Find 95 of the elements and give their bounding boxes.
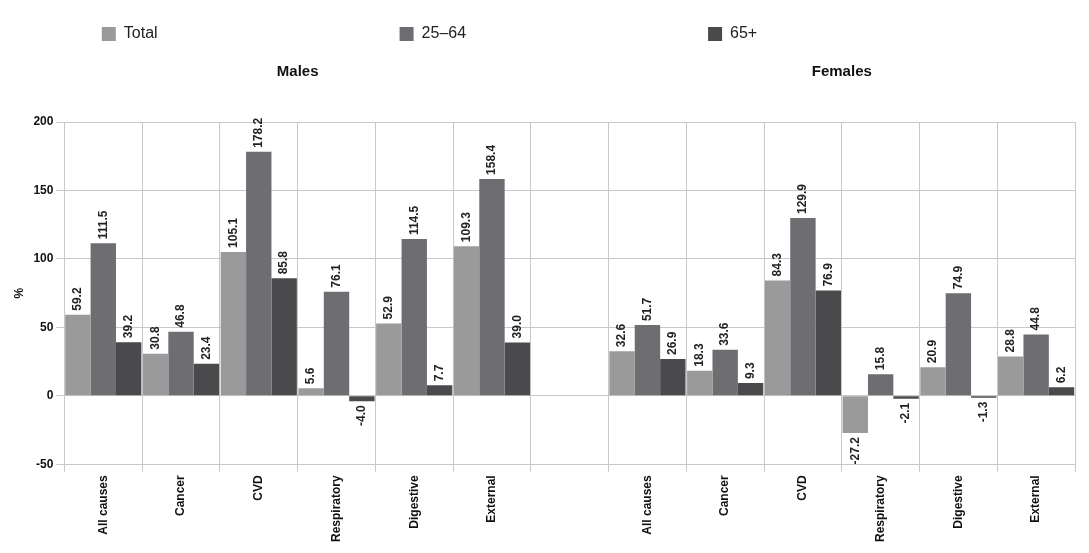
bar — [426, 385, 453, 396]
text: 178.2 — [251, 117, 266, 148]
y-tick-label: 100 — [33, 251, 54, 266]
bar — [504, 342, 531, 396]
text: Males — [276, 62, 319, 80]
bar — [323, 291, 350, 396]
text: 28.8 — [1003, 329, 1018, 353]
bar — [998, 356, 1024, 396]
legend-label: Total — [123, 24, 382, 42]
bar — [712, 349, 738, 396]
bar — [479, 178, 505, 396]
text: Females — [811, 62, 872, 80]
text: 33.6 — [717, 322, 732, 346]
text: 15.8 — [872, 346, 887, 371]
x-tick-label: CVD — [251, 474, 266, 501]
text: -1.3 — [976, 401, 991, 423]
x-tick-label: Cancer — [717, 474, 732, 516]
bar — [376, 323, 402, 396]
text: 46.8 — [173, 304, 188, 328]
text: 7.7 — [431, 364, 446, 382]
text: 59.2 — [70, 287, 85, 311]
bar — [764, 280, 791, 396]
bar — [349, 396, 375, 402]
text: 158.4 — [484, 144, 499, 175]
bar — [453, 246, 480, 396]
bar — [660, 359, 686, 396]
text: 105.1 — [225, 217, 240, 248]
text: 51.7 — [639, 297, 654, 322]
x-tick-label: Cancer — [173, 474, 188, 516]
x-tick-label: External — [1028, 475, 1043, 523]
x-tick-label: CVD — [795, 474, 810, 501]
y-tick-label: 0 — [46, 388, 54, 403]
text: 84.3 — [769, 253, 784, 277]
bar — [842, 396, 868, 434]
bar — [401, 239, 427, 396]
text: 9.3 — [742, 362, 757, 380]
bar — [867, 374, 894, 396]
x-tick-label: All causes — [95, 474, 110, 535]
bar — [193, 363, 220, 396]
bar — [920, 367, 946, 396]
text: 85.8 — [276, 251, 291, 275]
bar — [945, 293, 972, 396]
bar — [815, 290, 842, 396]
x-tick-label: Digestive — [950, 474, 965, 529]
y-tick-label: -50 — [36, 456, 54, 471]
y-tick-label: 150 — [33, 182, 54, 197]
bar — [687, 370, 713, 396]
text: -2.1 — [898, 402, 913, 424]
bar — [893, 396, 919, 399]
text: 5.6 — [303, 367, 318, 385]
text: 6.2 — [1053, 366, 1068, 384]
y-tick-label: 200 — [33, 114, 54, 129]
bar — [1023, 334, 1049, 396]
text: 26.9 — [665, 331, 680, 356]
text: -4.0 — [354, 405, 369, 427]
bar — [271, 278, 297, 396]
bar — [1048, 387, 1075, 396]
x-tick-label: All causes — [639, 474, 654, 535]
text: 76.1 — [328, 264, 343, 288]
bar — [142, 353, 169, 396]
legend-label: 65+ — [730, 24, 982, 42]
bar — [220, 251, 247, 396]
text: 18.3 — [692, 343, 707, 367]
x-tick-label: Respiratory — [872, 474, 887, 543]
legend-label: 25–64 — [421, 24, 691, 42]
x-tick-label: Respiratory — [328, 474, 343, 543]
x-tick-label: Digestive — [406, 474, 421, 529]
bar — [246, 151, 272, 396]
text: 109.3 — [458, 212, 473, 243]
text: 23.4 — [198, 336, 213, 360]
bar — [298, 388, 324, 396]
text: -27.2 — [847, 437, 862, 465]
bar — [634, 325, 661, 396]
text: 74.9 — [950, 265, 965, 290]
text: 39.2 — [121, 314, 135, 339]
bar — [115, 342, 142, 396]
text: 52.9 — [381, 296, 396, 320]
y-tick-label: 50 — [40, 319, 54, 334]
bar — [609, 351, 635, 396]
bar — [65, 314, 91, 396]
text: 32.6 — [614, 323, 629, 348]
text: 44.8 — [1028, 307, 1043, 331]
text: 114.5 — [406, 205, 421, 236]
bar — [737, 383, 764, 396]
y-axis-title: % — [11, 287, 26, 299]
bar — [90, 243, 116, 396]
text: 20.9 — [925, 339, 940, 364]
text: 30.8 — [147, 326, 162, 350]
text: 39.0 — [509, 315, 524, 339]
text: 129.9 — [795, 183, 810, 214]
x-tick-label: External — [484, 475, 499, 523]
bar — [168, 331, 194, 396]
text: 111.5 — [95, 210, 110, 240]
text: 76.9 — [820, 263, 835, 287]
bar — [790, 217, 816, 396]
